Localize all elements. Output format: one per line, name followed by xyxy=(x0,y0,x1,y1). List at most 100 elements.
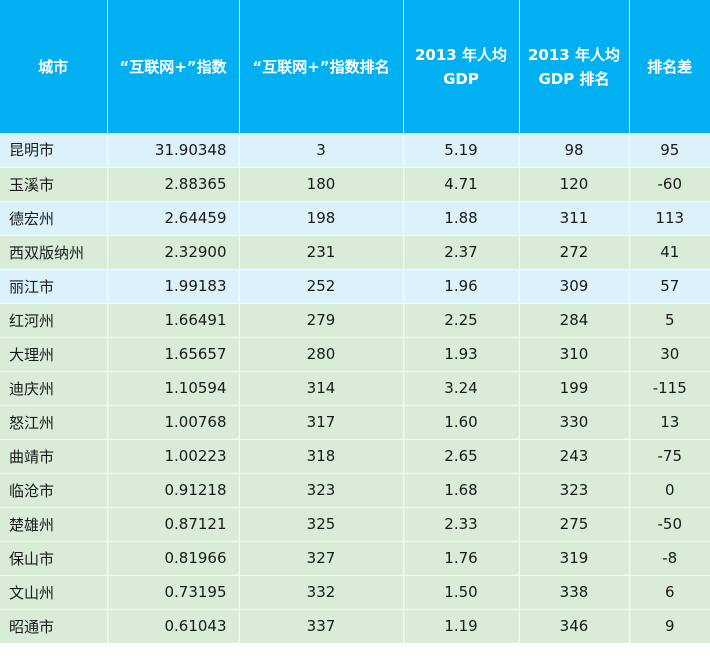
cell-city: 丽江市 xyxy=(0,269,108,304)
cell-index-rank: 180 xyxy=(239,167,404,202)
table-row: 丽江市 1.99183 252 1.96 309 57 xyxy=(0,269,710,304)
cell-city: 文山州 xyxy=(0,575,108,610)
cell-gdp-rank: 275 xyxy=(519,507,630,542)
cell-gdp: 1.96 xyxy=(403,269,520,304)
cell-city: 怒江州 xyxy=(0,405,108,440)
cell-gdp-rank: 309 xyxy=(519,269,630,304)
cell-rank-diff: -50 xyxy=(629,507,710,542)
cell-gdp-rank: 98 xyxy=(519,133,630,168)
cell-gdp: 1.60 xyxy=(403,405,520,440)
cell-gdp: 2.25 xyxy=(403,303,520,338)
cell-index-rank: 317 xyxy=(239,405,404,440)
cell-index: 1.00223 xyxy=(107,439,240,474)
cell-gdp: 5.19 xyxy=(403,133,520,168)
cell-gdp: 3.24 xyxy=(403,371,520,406)
header-index-rank: “互联网+”指数排名 xyxy=(239,0,404,133)
cell-city: 保山市 xyxy=(0,541,108,576)
cell-index: 1.10594 xyxy=(107,371,240,406)
cell-rank-diff: 9 xyxy=(629,609,710,644)
cell-index-rank: 252 xyxy=(239,269,404,304)
cell-index: 0.87121 xyxy=(107,507,240,542)
cell-index-rank: 332 xyxy=(239,575,404,610)
cell-index-rank: 280 xyxy=(239,337,404,372)
cell-city: 红河州 xyxy=(0,303,108,338)
cell-city: 昭通市 xyxy=(0,609,108,644)
cell-city: 楚雄州 xyxy=(0,507,108,542)
cell-gdp: 1.50 xyxy=(403,575,520,610)
cell-gdp-rank: 323 xyxy=(519,473,630,508)
cell-rank-diff: -8 xyxy=(629,541,710,576)
cell-city: 曲靖市 xyxy=(0,439,108,474)
cell-rank-diff: 41 xyxy=(629,235,710,270)
cell-index: 0.61043 xyxy=(107,609,240,644)
cell-gdp-rank: 199 xyxy=(519,371,630,406)
table-row: 昆明市 31.90348 3 5.19 98 95 xyxy=(0,133,710,168)
cell-gdp: 1.19 xyxy=(403,609,520,644)
cell-rank-diff: 95 xyxy=(629,133,710,168)
table-row: 大理州 1.65657 280 1.93 310 30 xyxy=(0,337,710,372)
table-row: 文山州 0.73195 332 1.50 338 6 xyxy=(0,575,710,610)
cell-city: 迪庆州 xyxy=(0,371,108,406)
table-row: 楚雄州 0.87121 325 2.33 275 -50 xyxy=(0,507,710,542)
cell-index: 0.73195 xyxy=(107,575,240,610)
table-header: 城市 “互联网+”指数 “互联网+”指数排名 2013 年人均 GDP 2013… xyxy=(0,0,710,133)
table-row: 德宏州 2.64459 198 1.88 311 113 xyxy=(0,201,710,236)
cell-rank-diff: -60 xyxy=(629,167,710,202)
cell-city: 大理州 xyxy=(0,337,108,372)
header-gdp-rank-line1: 2013 年人均 xyxy=(528,45,620,64)
header-gdp: 2013 年人均 GDP xyxy=(403,0,520,133)
cell-rank-diff: 13 xyxy=(629,405,710,440)
cell-index-rank: 198 xyxy=(239,201,404,236)
cell-rank-diff: 113 xyxy=(629,201,710,236)
cell-gdp-rank: 310 xyxy=(519,337,630,372)
cell-rank-diff: 5 xyxy=(629,303,710,338)
cell-index: 2.88365 xyxy=(107,167,240,202)
cell-gdp: 1.68 xyxy=(403,473,520,508)
header-rank-diff: 排名差 xyxy=(629,0,710,133)
cell-index: 1.65657 xyxy=(107,337,240,372)
header-city: 城市 xyxy=(0,0,108,133)
cell-index: 1.00768 xyxy=(107,405,240,440)
cell-gdp-rank: 338 xyxy=(519,575,630,610)
table-row: 怒江州 1.00768 317 1.60 330 13 xyxy=(0,405,710,440)
cell-rank-diff: 0 xyxy=(629,473,710,508)
cell-index-rank: 337 xyxy=(239,609,404,644)
cell-gdp: 2.33 xyxy=(403,507,520,542)
cell-gdp-rank: 346 xyxy=(519,609,630,644)
header-gdp-rank-line2: GDP 排名 xyxy=(538,69,610,88)
cell-index-rank: 279 xyxy=(239,303,404,338)
header-row: 城市 “互联网+”指数 “互联网+”指数排名 2013 年人均 GDP 2013… xyxy=(0,0,710,133)
cell-gdp: 1.93 xyxy=(403,337,520,372)
cell-gdp-rank: 243 xyxy=(519,439,630,474)
cell-rank-diff: -115 xyxy=(629,371,710,406)
table-row: 西双版纳州 2.32900 231 2.37 272 41 xyxy=(0,235,710,270)
cell-gdp: 2.65 xyxy=(403,439,520,474)
table-row: 临沧市 0.91218 323 1.68 323 0 xyxy=(0,473,710,508)
cell-index: 0.91218 xyxy=(107,473,240,508)
cell-index-rank: 3 xyxy=(239,133,404,168)
cell-index: 1.66491 xyxy=(107,303,240,338)
cell-index-rank: 231 xyxy=(239,235,404,270)
cell-index-rank: 327 xyxy=(239,541,404,576)
cell-index-rank: 314 xyxy=(239,371,404,406)
cell-index: 31.90348 xyxy=(107,133,240,168)
cell-rank-diff: -75 xyxy=(629,439,710,474)
table-row: 红河州 1.66491 279 2.25 284 5 xyxy=(0,303,710,338)
header-gdp-line1: 2013 年人均 xyxy=(415,45,507,64)
cell-rank-diff: 30 xyxy=(629,337,710,372)
table-body: 昆明市 31.90348 3 5.19 98 95 玉溪市 2.88365 180 4.71 120… xyxy=(0,133,710,644)
cell-gdp-rank: 284 xyxy=(519,303,630,338)
cell-index: 1.99183 xyxy=(107,269,240,304)
table-row: 保山市 0.81966 327 1.76 319 -8 xyxy=(0,541,710,576)
data-table: 城市 “互联网+”指数 “互联网+”指数排名 2013 年人均 GDP 2013… xyxy=(0,0,710,644)
cell-gdp: 4.71 xyxy=(403,167,520,202)
cell-city: 德宏州 xyxy=(0,201,108,236)
cell-index: 2.64459 xyxy=(107,201,240,236)
cell-gdp-rank: 330 xyxy=(519,405,630,440)
cell-index-rank: 325 xyxy=(239,507,404,542)
cell-rank-diff: 57 xyxy=(629,269,710,304)
cell-city: 临沧市 xyxy=(0,473,108,508)
cell-gdp: 1.76 xyxy=(403,541,520,576)
cell-gdp: 1.88 xyxy=(403,201,520,236)
cell-gdp: 2.37 xyxy=(403,235,520,270)
